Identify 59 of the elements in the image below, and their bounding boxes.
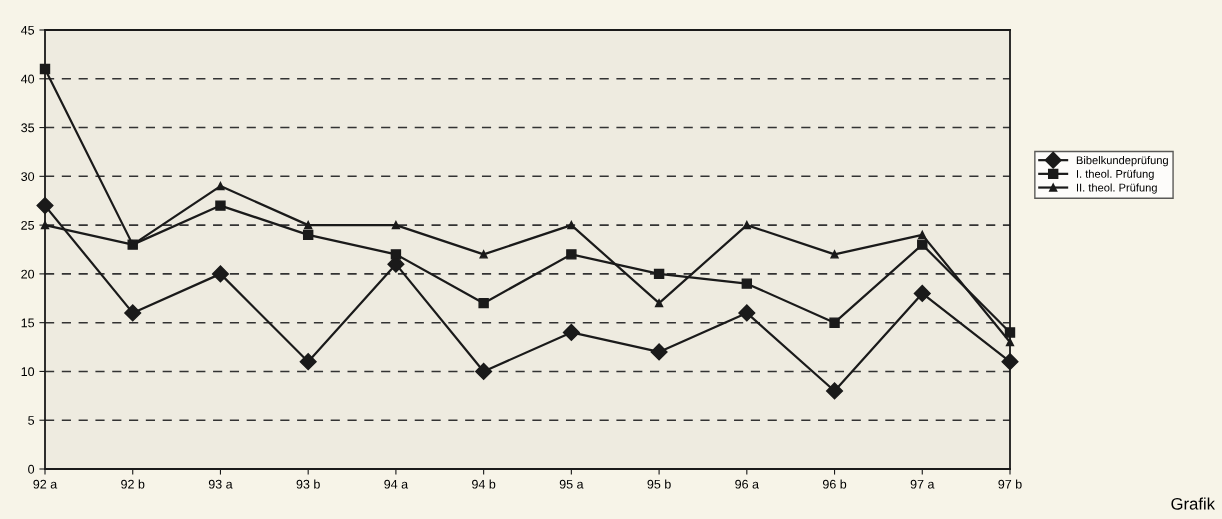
x-tick-label: 97 b xyxy=(998,479,1022,489)
legend-label: I. theol. Prüfung xyxy=(1076,169,1154,181)
point xyxy=(918,230,927,240)
x-tick-label: 96 b xyxy=(822,479,847,489)
y-tick-label: 35 xyxy=(21,123,35,133)
point xyxy=(390,249,402,260)
point xyxy=(738,304,756,322)
point xyxy=(913,284,931,302)
point xyxy=(216,181,225,191)
x-tick-label: 97 a xyxy=(910,479,935,489)
x-tick-label: 92 a xyxy=(33,479,58,489)
point xyxy=(40,220,50,230)
point xyxy=(1004,327,1016,338)
point xyxy=(1001,353,1019,371)
point xyxy=(654,298,664,308)
x-tick-label: 95 b xyxy=(647,479,671,489)
y-tick-label: 20 xyxy=(21,269,35,279)
y-tick-label: 25 xyxy=(21,220,35,230)
point xyxy=(215,200,226,211)
y-tick-label: 15 xyxy=(21,318,35,328)
point xyxy=(479,250,488,259)
point xyxy=(829,317,840,328)
point xyxy=(562,323,580,341)
y-tick-label: 5 xyxy=(28,416,35,425)
x-tick-label: 93 b xyxy=(296,479,320,489)
y-tick-label: 40 xyxy=(20,74,35,84)
y-tick-label: 0 xyxy=(28,464,35,474)
point xyxy=(917,239,928,250)
point xyxy=(299,353,317,371)
point xyxy=(566,249,577,260)
x-tick-label: 96 a xyxy=(735,479,759,489)
y-tick-label: 10 xyxy=(21,367,35,377)
point xyxy=(1005,338,1015,347)
x-tick-label: 94 b xyxy=(472,479,496,489)
point xyxy=(211,265,230,283)
point xyxy=(650,343,668,361)
x-tick-label: 94 a xyxy=(384,479,409,489)
point xyxy=(741,278,753,289)
point xyxy=(304,220,313,230)
legend-label: Bibelkundeprüfung xyxy=(1076,156,1168,167)
x-tick-label: 95 a xyxy=(559,479,584,489)
point xyxy=(742,220,751,230)
legend-label: II. theol. Prüfung xyxy=(1076,183,1157,194)
text: Grafik xyxy=(1171,497,1216,510)
point xyxy=(567,220,576,230)
x-tick-label: 93 a xyxy=(208,479,233,489)
point xyxy=(124,304,142,322)
point xyxy=(830,250,839,259)
point xyxy=(391,220,401,230)
y-tick-label: 45 xyxy=(20,25,35,35)
point xyxy=(302,229,314,241)
point xyxy=(653,268,665,280)
point xyxy=(39,63,51,75)
x-tick-label: 92 b xyxy=(121,479,145,489)
point xyxy=(478,297,489,309)
y-tick-label: 30 xyxy=(21,172,35,181)
point xyxy=(36,197,54,215)
point xyxy=(825,382,844,400)
point xyxy=(475,362,493,380)
